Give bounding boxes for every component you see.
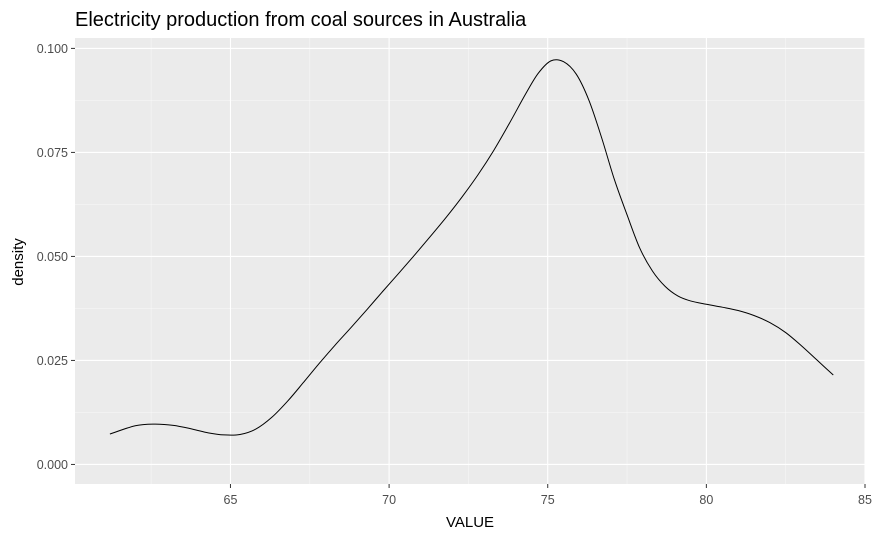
y-axis-title: density: [10, 238, 27, 286]
y-tick-label: 0.050: [37, 250, 68, 264]
x-tick-label: 80: [699, 493, 713, 507]
y-axis-tick-labels: 0.000 0.025 0.050 0.075 0.100: [37, 42, 68, 472]
y-tick-label: 0.025: [37, 354, 68, 368]
y-tick-label: 0.075: [37, 146, 68, 160]
chart-title: Electricity production from coal sources…: [75, 9, 527, 31]
x-axis-title: VALUE: [446, 514, 494, 531]
x-tick-label: 75: [541, 493, 555, 507]
y-tick-label: 0.000: [37, 458, 68, 472]
major-gridlines: [75, 38, 866, 484]
y-tick-label: 0.100: [37, 42, 68, 56]
plot-panel: [75, 38, 865, 484]
series-layer: [109, 59, 834, 436]
x-tick-label: 65: [224, 493, 238, 507]
axis-ticks: [71, 47, 866, 488]
density-curve: [109, 59, 834, 436]
minor-gridlines: [75, 38, 865, 484]
x-axis-tick-labels: 65 70 75 80 85: [224, 493, 872, 507]
x-tick-label: 70: [382, 493, 396, 507]
x-tick-label: 85: [858, 493, 872, 507]
